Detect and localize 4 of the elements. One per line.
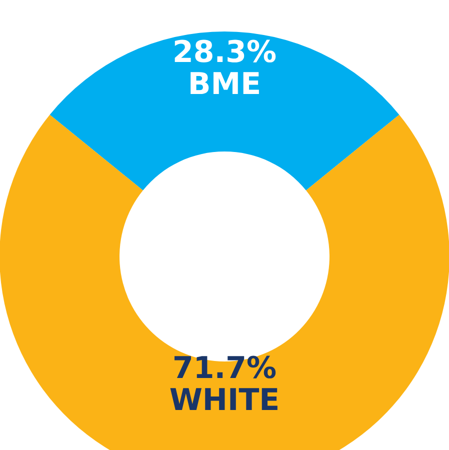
slice-label: WHITE: [169, 383, 280, 418]
slice-label: BME: [188, 67, 262, 102]
data-label: 71.7%: [172, 351, 277, 386]
data-label: 28.3%: [172, 35, 277, 70]
